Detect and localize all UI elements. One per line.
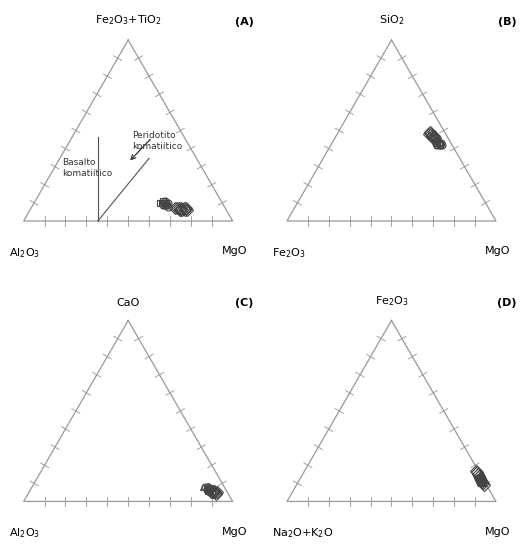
Text: MgO: MgO <box>222 246 247 256</box>
Text: Fe$_2$O$_3$+TiO$_2$: Fe$_2$O$_3$+TiO$_2$ <box>95 14 162 28</box>
Text: Basalto
komatiítico: Basalto komatiítico <box>62 158 112 178</box>
Text: MgO: MgO <box>485 526 511 536</box>
Text: (A): (A) <box>234 18 253 28</box>
Text: MgO: MgO <box>222 526 247 536</box>
Text: MgO: MgO <box>485 246 511 256</box>
Text: SiO$_2$: SiO$_2$ <box>379 14 404 28</box>
Text: Na$_2$O+K$_2$O: Na$_2$O+K$_2$O <box>272 526 334 540</box>
Text: Al$_2$O$_3$: Al$_2$O$_3$ <box>9 526 40 540</box>
Text: CaO: CaO <box>117 298 140 308</box>
Text: Al$_2$O$_3$: Al$_2$O$_3$ <box>9 246 40 260</box>
Text: Fe$_2$O$_3$: Fe$_2$O$_3$ <box>272 246 306 260</box>
Text: Peridotito
komatiítico: Peridotito komatiítico <box>133 131 183 151</box>
Text: (D): (D) <box>497 298 517 308</box>
Text: (B): (B) <box>498 18 517 28</box>
Text: Fe$_2$O$_3$: Fe$_2$O$_3$ <box>375 294 408 308</box>
Text: (C): (C) <box>235 298 253 308</box>
